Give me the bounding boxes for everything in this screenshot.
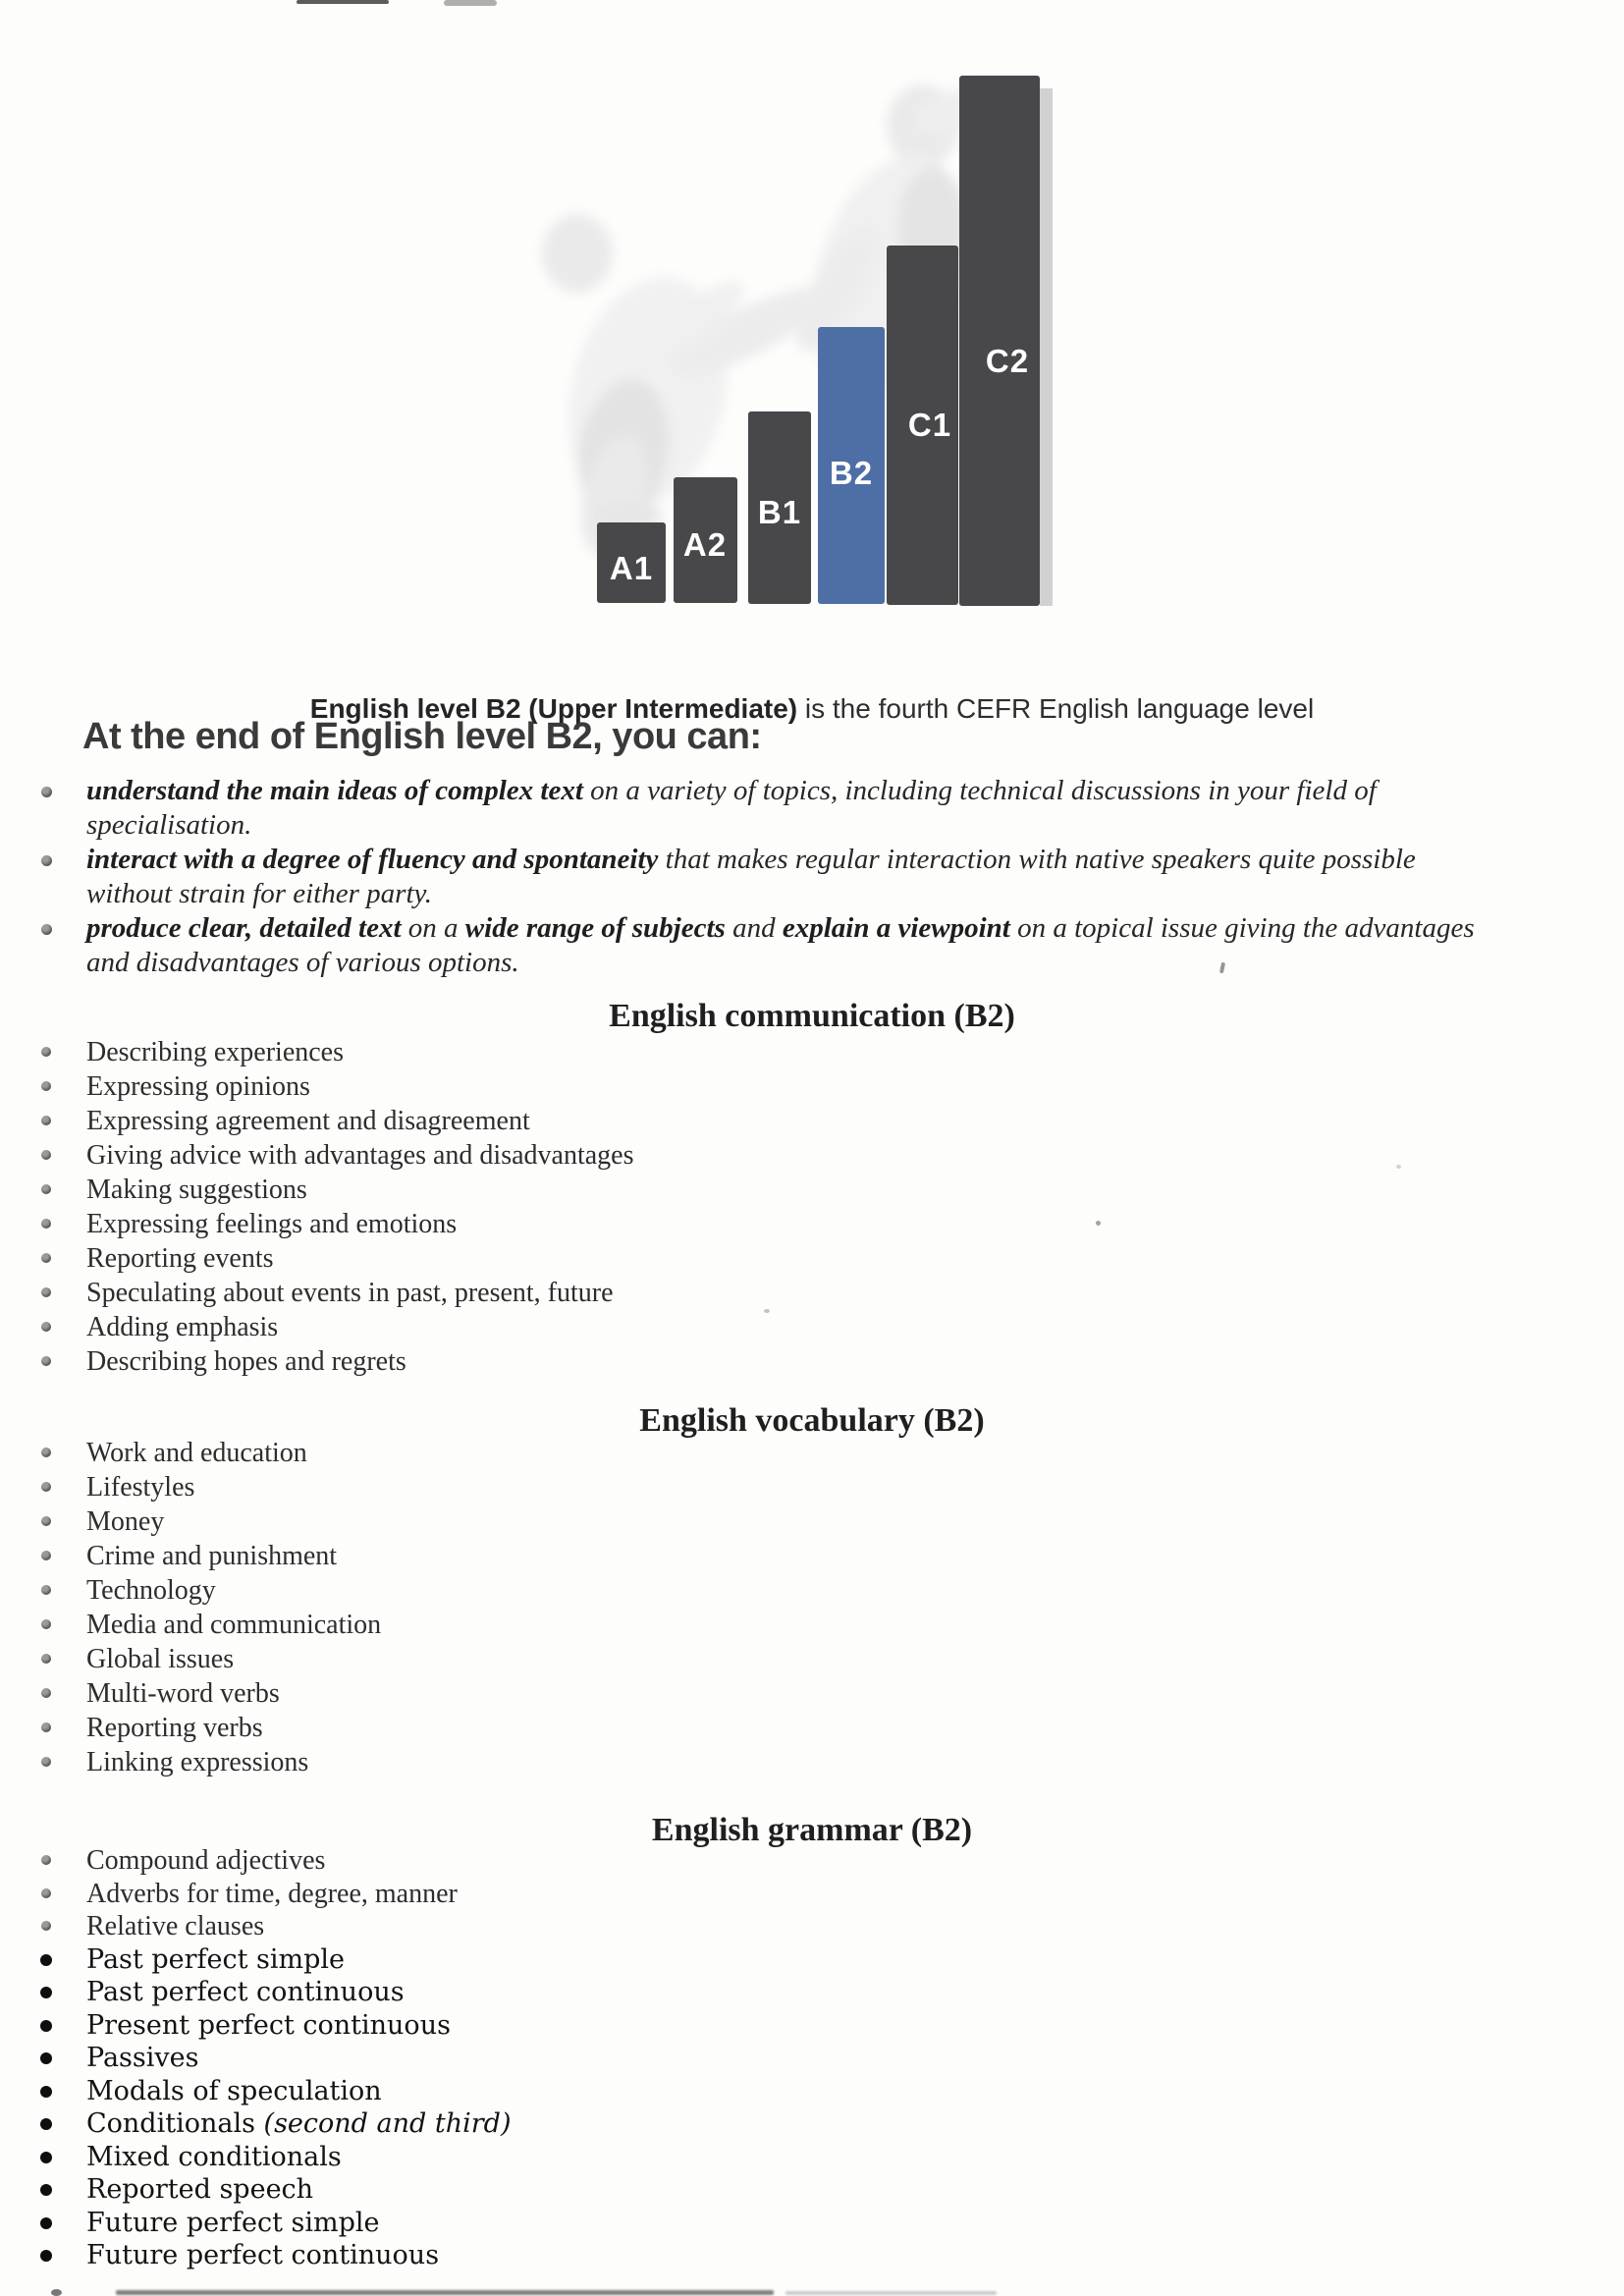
list-item: Lifestyles bbox=[33, 1470, 996, 1504]
scan-speck bbox=[1396, 1165, 1401, 1169]
grammar-list: Compound adjectives Adverbs for time, deg… bbox=[33, 1844, 996, 2272]
bar-label-a2: A2 bbox=[683, 526, 727, 563]
level-bar-a1 bbox=[597, 522, 666, 603]
bar-label-a1: A1 bbox=[610, 550, 653, 586]
list-item: Passives bbox=[33, 2042, 996, 2075]
list-item: Global issues bbox=[33, 1642, 996, 1676]
figure-caption: English level B2 (Upper Intermediate) is… bbox=[0, 691, 1624, 727]
scan-artifact-bottom-cutoff-text bbox=[116, 2290, 774, 2295]
list-item: Money bbox=[33, 1504, 996, 1539]
list-item: Conditionals (second and third) bbox=[33, 2107, 996, 2141]
communication-list: Describing experiences Expressing opinion… bbox=[33, 1035, 996, 1379]
list-item: Speculating about events in past, presen… bbox=[33, 1276, 996, 1310]
level-bar-labels: A1 A2 B1 B2 C1 C2 bbox=[610, 343, 1029, 586]
bar-label-c1: C1 bbox=[908, 407, 951, 443]
list-item: Modals of speculation bbox=[33, 2075, 996, 2108]
bar-label-b1: B1 bbox=[758, 494, 801, 530]
cefr-levels-illustration: A1 A2 B1 B2 C1 C2 bbox=[0, 0, 1624, 648]
list-item: Adding emphasis bbox=[33, 1310, 996, 1344]
section-title-grammar: English grammar (B2) bbox=[651, 1812, 973, 1848]
level-bar-c1 bbox=[887, 246, 958, 605]
level-bars bbox=[597, 76, 1053, 606]
bar-side-face bbox=[1040, 88, 1053, 606]
list-item: Describing experiences bbox=[33, 1035, 996, 1069]
list-item: Future perfect simple bbox=[33, 2207, 996, 2240]
list-item: Compound adjectives bbox=[33, 1844, 996, 1878]
list-item: Crime and punishment bbox=[33, 1539, 996, 1573]
list-item: Work and education bbox=[33, 1436, 996, 1470]
list-item: understand the main ideas of complex tex… bbox=[33, 774, 1487, 843]
list-item: Past perfect continuous bbox=[33, 1976, 996, 2009]
level-bar-b2 bbox=[818, 327, 885, 604]
section-title-vocabulary: English vocabulary (B2) bbox=[639, 1402, 985, 1439]
page-title: At the end of English level B2, you can: bbox=[82, 716, 762, 757]
list-item: Technology bbox=[33, 1573, 996, 1608]
list-item: Making suggestions bbox=[33, 1173, 996, 1207]
scan-artifact-bottom-cutoff-text bbox=[785, 2291, 997, 2295]
bar-label-b2: B2 bbox=[830, 455, 873, 491]
list-item: Adverbs for time, degree, manner bbox=[33, 1878, 996, 1911]
scan-speck bbox=[1096, 1221, 1101, 1226]
level-bar-c2 bbox=[959, 76, 1040, 606]
list-item: produce clear, detailed text on a wide r… bbox=[33, 911, 1487, 980]
level-bar-a2 bbox=[674, 477, 737, 603]
list-item: Mixed conditionals bbox=[33, 2141, 996, 2174]
list-item: Describing hopes and regrets bbox=[33, 1344, 996, 1379]
list-item: Reporting verbs bbox=[33, 1711, 996, 1745]
list-item: Relative clauses bbox=[33, 1910, 996, 1943]
figure-caption-bold: English level B2 (Upper Intermediate) bbox=[309, 693, 798, 724]
bar-label-c2: C2 bbox=[986, 343, 1029, 379]
list-item: Present perfect continuous bbox=[33, 2009, 996, 2043]
level-bar-b1 bbox=[748, 411, 811, 604]
list-item: Future perfect continuous bbox=[33, 2239, 996, 2272]
vocabulary-list: Work and education Lifestyles Money Crime a… bbox=[33, 1436, 996, 1779]
list-item: Expressing agreement and disagreement bbox=[33, 1104, 996, 1138]
list-item: Past perfect simple bbox=[33, 1943, 996, 1977]
cefr-levels-chart: A1 A2 B1 B2 C1 C2 bbox=[542, 76, 1053, 606]
list-item: Multi-word verbs bbox=[33, 1676, 996, 1711]
list-item: Media and communication bbox=[33, 1608, 996, 1642]
list-item: interact with a degree of fluency and sp… bbox=[33, 843, 1487, 911]
list-item: Reported speech bbox=[33, 2173, 996, 2207]
list-item: Expressing feelings and emotions bbox=[33, 1207, 996, 1241]
scan-artifact-bottom-bullet bbox=[51, 2289, 62, 2296]
section-title-communication: English communication (B2) bbox=[609, 998, 1015, 1034]
list-item: Linking expressions bbox=[33, 1745, 996, 1779]
list-item: Reporting events bbox=[33, 1241, 996, 1276]
figure-caption-rest: is the fourth CEFR English language leve… bbox=[797, 693, 1315, 724]
can-do-list: understand the main ideas of complex tex… bbox=[33, 774, 1487, 980]
list-item: Giving advice with advantages and disadv… bbox=[33, 1138, 996, 1173]
list-item: Expressing opinions bbox=[33, 1069, 996, 1104]
